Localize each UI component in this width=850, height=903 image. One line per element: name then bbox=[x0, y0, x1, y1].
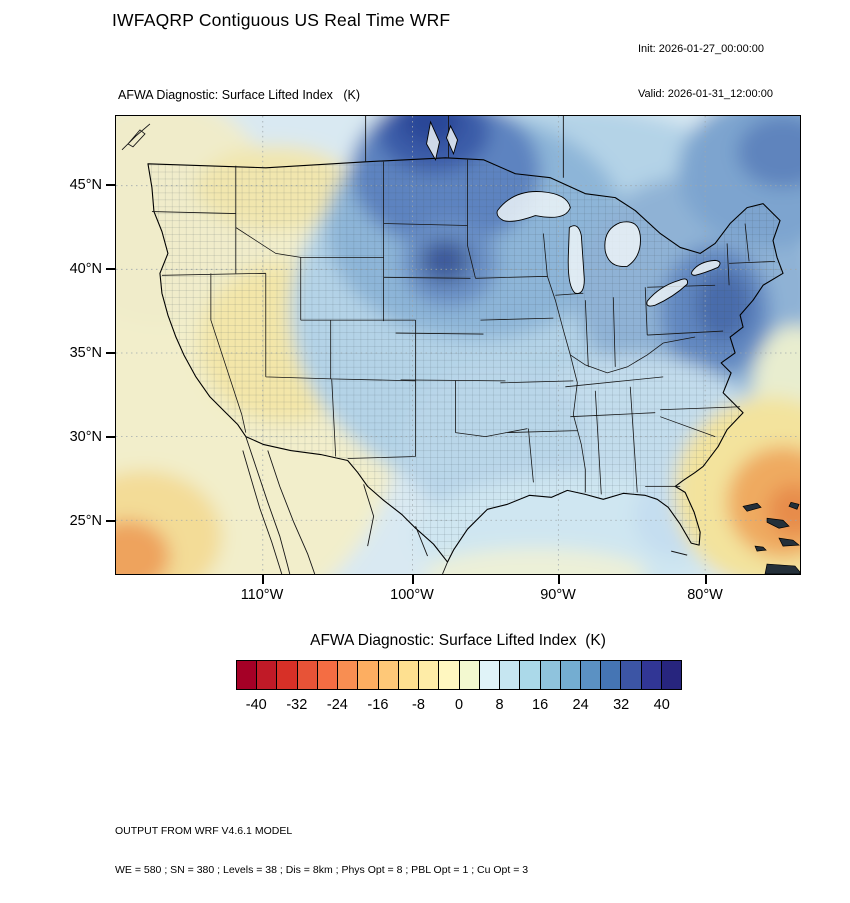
colorbar-cell bbox=[459, 661, 480, 689]
colorbar-cell bbox=[439, 661, 460, 689]
colorbar-title: AFWA Diagnostic: Surface Lifted Index (K… bbox=[310, 632, 606, 649]
lon-tick-label: 110°W bbox=[240, 587, 284, 603]
run-info: Init: 2026-01-27_00:00:00 Valid: 2026-01… bbox=[638, 12, 773, 132]
lon-axis-tick bbox=[705, 575, 707, 584]
colorbar-cell bbox=[641, 661, 662, 689]
florida-keys bbox=[671, 550, 688, 556]
colorbar-cell bbox=[277, 661, 298, 689]
lon-tick-label: 80°W bbox=[687, 587, 723, 603]
colorbar-tick-label: -16 bbox=[367, 697, 389, 713]
lat-tick-label: 35°N bbox=[69, 345, 102, 361]
colorbar-tick-label: 0 bbox=[454, 697, 464, 713]
state-boundaries-west bbox=[151, 161, 416, 459]
colorbar-cell bbox=[338, 661, 359, 689]
lat-tick-label: 25°N bbox=[69, 513, 102, 529]
lat-tick-label: 40°N bbox=[69, 261, 102, 277]
lat-tick-label: 45°N bbox=[69, 177, 102, 193]
map-subtitle: AFWA Diagnostic: Surface Lifted Index (K… bbox=[118, 88, 360, 102]
colorbar-tick-label: -8 bbox=[412, 697, 425, 713]
colorbar-cell bbox=[601, 661, 622, 689]
colorbar-tick-label: -32 bbox=[286, 697, 308, 713]
islands bbox=[742, 501, 800, 574]
colorbar-cell bbox=[297, 661, 318, 689]
colorbar bbox=[236, 660, 682, 690]
colorbar-cell bbox=[358, 661, 379, 689]
colorbar-tick-label: -40 bbox=[245, 697, 267, 713]
lat-axis-tick bbox=[106, 352, 115, 354]
lon-tick-label: 100°W bbox=[390, 587, 434, 603]
lon-tick-label: 90°W bbox=[540, 587, 576, 603]
colorbar-cell bbox=[661, 661, 682, 689]
init-time: Init: 2026-01-27_00:00:00 bbox=[638, 43, 764, 55]
great-lakes bbox=[426, 120, 721, 307]
colorbar-cell bbox=[398, 661, 420, 689]
colorbar-cell bbox=[621, 661, 642, 689]
colorbar-cell bbox=[560, 661, 581, 689]
model-info-line2: WE = 580 ; SN = 380 ; Levels = 38 ; Dis … bbox=[115, 864, 529, 876]
colorbar-tick-label: 24 bbox=[572, 697, 589, 713]
mexico-boundaries bbox=[242, 436, 448, 574]
lon-axis-tick bbox=[558, 575, 560, 584]
lat-axis-tick bbox=[106, 268, 115, 270]
lat-axis-tick bbox=[106, 436, 115, 438]
wrf-diagnostic-plot: IWFAQRP Contiguous US Real Time WRF Init… bbox=[69, 10, 801, 876]
colorbar-cell bbox=[419, 661, 440, 689]
colorbar-tick-label: -24 bbox=[326, 697, 348, 713]
state-boundaries-central bbox=[383, 159, 586, 493]
page: { "header": { "title": "IWFAQRP Contiguo… bbox=[69, 10, 801, 876]
colorbar-cell bbox=[500, 661, 521, 689]
colorbar-tick-label: 40 bbox=[653, 697, 670, 713]
model-info-line1: OUTPUT FROM WRF V4.6.1 MODEL bbox=[115, 825, 293, 837]
lon-axis-tick bbox=[262, 575, 264, 584]
colorbar-cell bbox=[540, 661, 561, 689]
map-frame bbox=[115, 115, 801, 575]
colorbar-cell bbox=[520, 661, 541, 689]
colorbar-cell bbox=[237, 661, 258, 689]
colorbar-cell bbox=[479, 661, 501, 689]
map-canvas bbox=[116, 116, 800, 574]
colorbar-tick-label: 16 bbox=[532, 697, 549, 713]
colorbar-cell bbox=[317, 661, 339, 689]
lat-tick-label: 30°N bbox=[69, 429, 102, 445]
model-info: OUTPUT FROM WRF V4.6.1 MODEL WE = 580 ; … bbox=[115, 799, 528, 903]
lat-axis-tick bbox=[106, 184, 115, 186]
pacific-nw-coast-detail bbox=[121, 123, 151, 151]
colorbar-tick-labels: -40 -32 -24 -16 -8 0 8 16 24 32 40 bbox=[236, 697, 682, 715]
plot-title: IWFAQRP Contiguous US Real Time WRF bbox=[112, 10, 451, 30]
lon-axis-tick bbox=[412, 575, 414, 584]
colorbar-cell bbox=[580, 661, 602, 689]
lat-axis-tick bbox=[106, 520, 115, 522]
colorbar-cell bbox=[378, 661, 399, 689]
colorbar-tick-label: 32 bbox=[613, 697, 630, 713]
colorbar-cell bbox=[257, 661, 278, 689]
colorbar-tick-label: 8 bbox=[495, 697, 504, 713]
valid-time: Valid: 2026-01-31_12:00:00 bbox=[638, 88, 773, 100]
